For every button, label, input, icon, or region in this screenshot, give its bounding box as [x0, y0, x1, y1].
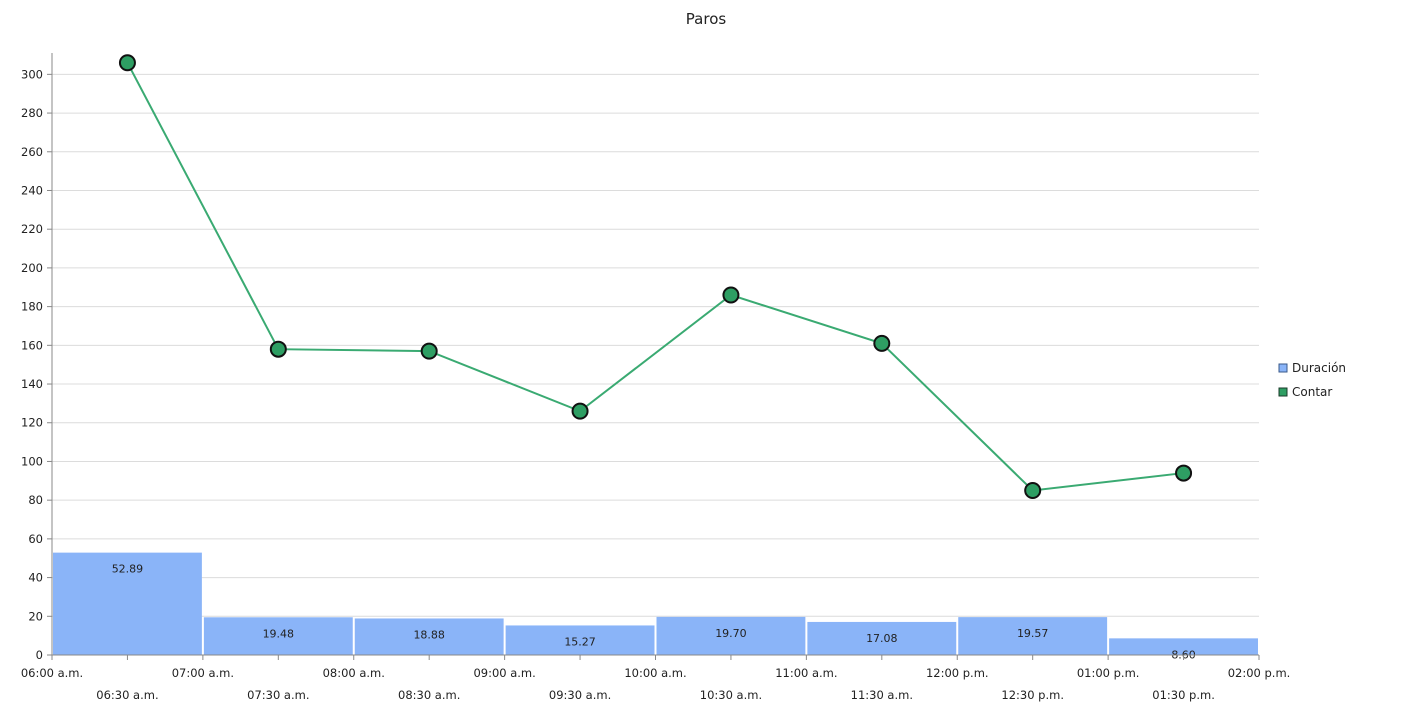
bar-1 [203, 617, 353, 655]
bar-label-5: 17.08 [866, 632, 898, 645]
bar-7 [1109, 638, 1258, 655]
y-tick-label-260: 260 [21, 145, 43, 159]
legend-label-duracion: Duración [1292, 361, 1346, 375]
y-tick-label-0: 0 [36, 648, 43, 662]
bar-label-0: 52.89 [112, 563, 144, 576]
bar-label-2: 18.88 [413, 628, 445, 641]
bar-3 [505, 625, 655, 655]
point-contar-7 [1175, 464, 1193, 482]
x-major-label-0: 06:00 a.m. [21, 666, 83, 680]
x-major-label-7: 01:00 p.m. [1077, 666, 1140, 680]
x-category-label-1: 07:30 a.m. [247, 688, 309, 702]
x-major-label-8: 02:00 p.m. [1228, 666, 1291, 680]
y-tick-label-40: 40 [28, 571, 43, 585]
point-contar-3 [571, 402, 589, 420]
x-major-label-2: 08:00 a.m. [323, 666, 385, 680]
x-category-label-6: 12:30 p.m. [1001, 688, 1064, 702]
legend-label-contar: Contar [1292, 385, 1332, 399]
y-tick-label-240: 240 [21, 183, 43, 197]
axes: 0 20 40 60 80 100 120 140 160 180 200 220 240 260 280 3… [21, 53, 1290, 702]
bar-label-3: 15.27 [564, 635, 596, 648]
x-major-label-3: 09:00 a.m. [473, 666, 535, 680]
x-major-label-4: 10:00 a.m. [624, 666, 686, 680]
x-category-label-3: 09:30 a.m. [549, 688, 611, 702]
x-major-label-5: 11:00 a.m. [775, 666, 837, 680]
point-contar-6 [1024, 481, 1042, 499]
bar-6 [958, 617, 1108, 655]
y-tick-label-60: 60 [28, 532, 43, 546]
bar-2 [354, 618, 504, 655]
bar-0 [53, 552, 202, 655]
x-category-label-7: 01:30 p.m. [1152, 688, 1215, 702]
line-path-contar [126, 62, 1184, 492]
point-contar-5 [873, 334, 891, 352]
bar-5 [807, 621, 957, 655]
x-category-label-2: 08:30 a.m. [398, 688, 460, 702]
point-contar-2 [420, 342, 438, 360]
y-tick-label-280: 280 [21, 106, 43, 120]
legend: Duración Contar [1278, 361, 1346, 399]
y-tick-label-80: 80 [28, 493, 43, 507]
point-contar-1 [269, 340, 287, 358]
y-tick-label-180: 180 [21, 300, 43, 314]
point-contar-0 [118, 54, 136, 72]
y-tick-label-200: 200 [21, 261, 43, 275]
y-tick-label-120: 120 [21, 416, 43, 430]
x-major-label-6: 12:00 p.m. [926, 666, 989, 680]
line-contar [118, 54, 1193, 499]
y-tick-label-160: 160 [21, 338, 43, 352]
y-tick-label-100: 100 [21, 454, 43, 468]
y-tick-label-140: 140 [21, 377, 43, 391]
chart-title: Paros [686, 10, 727, 28]
legend-swatch-contar [1278, 387, 1288, 397]
bar-4 [656, 616, 806, 655]
y-tick-label-300: 300 [21, 67, 43, 81]
bar-label-6: 19.57 [1017, 627, 1049, 640]
x-major-label-1: 07:00 a.m. [172, 666, 234, 680]
bar-label-1: 19.48 [263, 627, 295, 640]
y-tick-label-220: 220 [21, 222, 43, 236]
legend-swatch-duracion [1278, 363, 1288, 373]
x-category-label-4: 10:30 a.m. [700, 688, 762, 702]
bar-label-4: 19.70 [715, 627, 747, 640]
gridlines [52, 73, 1259, 617]
x-category-label-0: 06:30 a.m. [96, 688, 158, 702]
y-tick-label-20: 20 [28, 609, 43, 623]
point-contar-4 [722, 286, 740, 304]
x-category-label-5: 11:30 a.m. [851, 688, 913, 702]
